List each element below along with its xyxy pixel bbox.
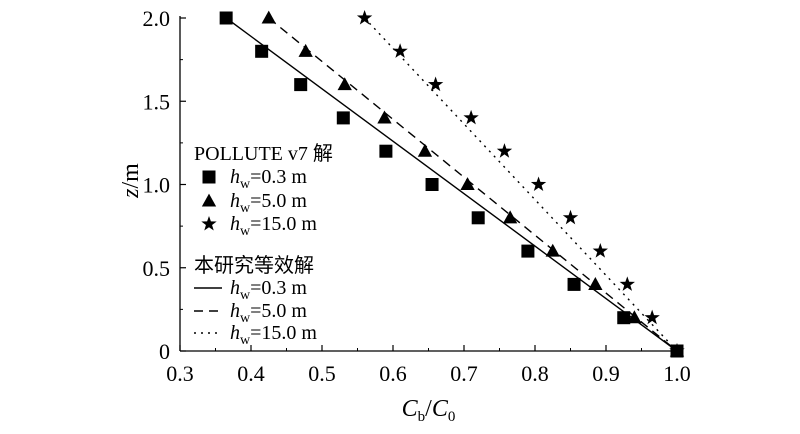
data-point-star: [644, 309, 660, 325]
legend-value: =0.3 m: [250, 166, 307, 188]
data-point-square: [294, 78, 308, 92]
data-point-triangle: [460, 177, 475, 191]
x-label-part: C: [402, 396, 419, 422]
axes-layer: 0.3 0.4 0.5 0.6 0.7 0.8 0.9 1.0 0 0.5 1.0 1.5 2.0: [143, 6, 691, 386]
y-axis-label: z/m: [118, 163, 144, 199]
hw-symbol: h: [230, 190, 240, 212]
series-line-group: [364, 17, 678, 352]
data-point-star: [562, 209, 579, 225]
legend-value: =5.0 m: [250, 300, 307, 322]
series-line-solid: [225, 17, 678, 352]
legend-group2-title: 本研究等效解: [194, 254, 314, 277]
data-point-square: [336, 111, 350, 125]
data-point-triangle: [261, 10, 276, 24]
y-label-unit: /m: [118, 163, 144, 189]
hw-symbol: h: [230, 322, 240, 344]
legend-layer: POLLUTE v7 解 本研究等效解 hw=0.3 mhw=5.0 mhw=1…: [194, 142, 333, 348]
data-point-triangle: [298, 43, 313, 57]
hw-symbol: h: [230, 166, 240, 188]
data-point-triangle: [417, 143, 433, 157]
data-point-square: [567, 277, 581, 291]
y-tick-label: 0.5: [143, 256, 171, 281]
x-tick-label: 0.5: [308, 361, 336, 386]
data-point-star: [496, 143, 513, 158]
series-layer: [219, 9, 685, 358]
data-point-star: [530, 176, 547, 192]
data-point-square: [521, 244, 535, 258]
data-point-star: [463, 109, 479, 125]
labels-layer: Cb/C0z/m: [118, 163, 455, 425]
legend-marker-square: [202, 170, 216, 184]
data-point-square: [471, 211, 485, 225]
legend-value: =0.3 m: [250, 277, 307, 299]
data-point-star: [592, 243, 608, 258]
data-point-square: [379, 144, 393, 158]
x-tick-label: 0.3: [166, 361, 194, 386]
y-tick-label: 0: [159, 339, 170, 364]
y-tick-label: 2.0: [143, 6, 171, 31]
legend-group1-title: POLLUTE v7 解: [194, 142, 333, 165]
data-point-triangle: [588, 276, 603, 290]
x-label-part: /: [425, 396, 432, 422]
data-point-square: [617, 311, 631, 325]
y-label-symbol: z: [118, 188, 144, 199]
x-axis-label: Cb/C0: [402, 396, 456, 425]
hw-symbol: h: [230, 277, 240, 299]
data-point-triangle: [545, 243, 560, 257]
data-point-triangle: [377, 110, 392, 124]
hw-subscript: w: [240, 224, 251, 239]
hw-subscript: w: [240, 288, 251, 303]
data-point-triangle: [503, 210, 518, 224]
legend-marker-triangle: [201, 193, 217, 207]
legend-value: =5.0 m: [250, 190, 307, 212]
data-point-star: [356, 9, 373, 25]
x-tick-label: 1.0: [663, 361, 691, 386]
data-point-square: [425, 178, 439, 191]
x-tick-label: 0.7: [450, 361, 478, 386]
x-label-part: b: [418, 409, 426, 425]
data-point-star: [619, 276, 635, 291]
hw-subscript: w: [240, 333, 251, 348]
series-line-group: [268, 17, 678, 352]
x-tick-label: 0.6: [379, 361, 407, 386]
data-point-star: [392, 43, 408, 58]
data-point-star: [427, 76, 444, 92]
hw-symbol: h: [230, 213, 240, 235]
series-points-star: [356, 9, 685, 358]
series-line-dotted: [364, 17, 678, 352]
data-point-square: [219, 11, 233, 25]
x-tick-label: 0.9: [592, 361, 620, 386]
legend-entry-line: hw=15.0 m: [230, 322, 317, 348]
legend-marker-star: [201, 215, 217, 231]
legend-value: =15.0 m: [250, 322, 317, 344]
hw-symbol: h: [230, 300, 240, 322]
legend-value: =15.0 m: [250, 213, 317, 235]
series-line-group: [225, 17, 678, 352]
hw-subscript: w: [240, 311, 251, 326]
data-point-square: [255, 44, 269, 58]
legend-entry-line: hw=5.0 m: [230, 300, 307, 326]
data-point-star: [669, 342, 685, 358]
series-points-square: [219, 11, 684, 358]
legend-entry-points: hw=0.3 m: [230, 166, 307, 192]
x-label-part: 0: [448, 409, 456, 425]
x-tick-label: 0.8: [521, 361, 549, 386]
x-label-part: C: [432, 396, 449, 422]
legend-entry-points: hw=15.0 m: [230, 213, 317, 239]
hw-subscript: w: [240, 177, 251, 192]
legend-entry-line: hw=0.3 m: [230, 277, 307, 303]
legend-entry-points: hw=5.0 m: [230, 190, 307, 216]
hw-subscript: w: [240, 201, 251, 216]
y-tick-label: 1.5: [143, 89, 171, 114]
data-point-triangle: [627, 310, 642, 324]
data-point-triangle: [337, 77, 352, 91]
y-tick-label: 1.0: [143, 173, 171, 198]
series-line-dashed: [268, 17, 678, 352]
x-tick-label: 0.4: [237, 361, 265, 386]
